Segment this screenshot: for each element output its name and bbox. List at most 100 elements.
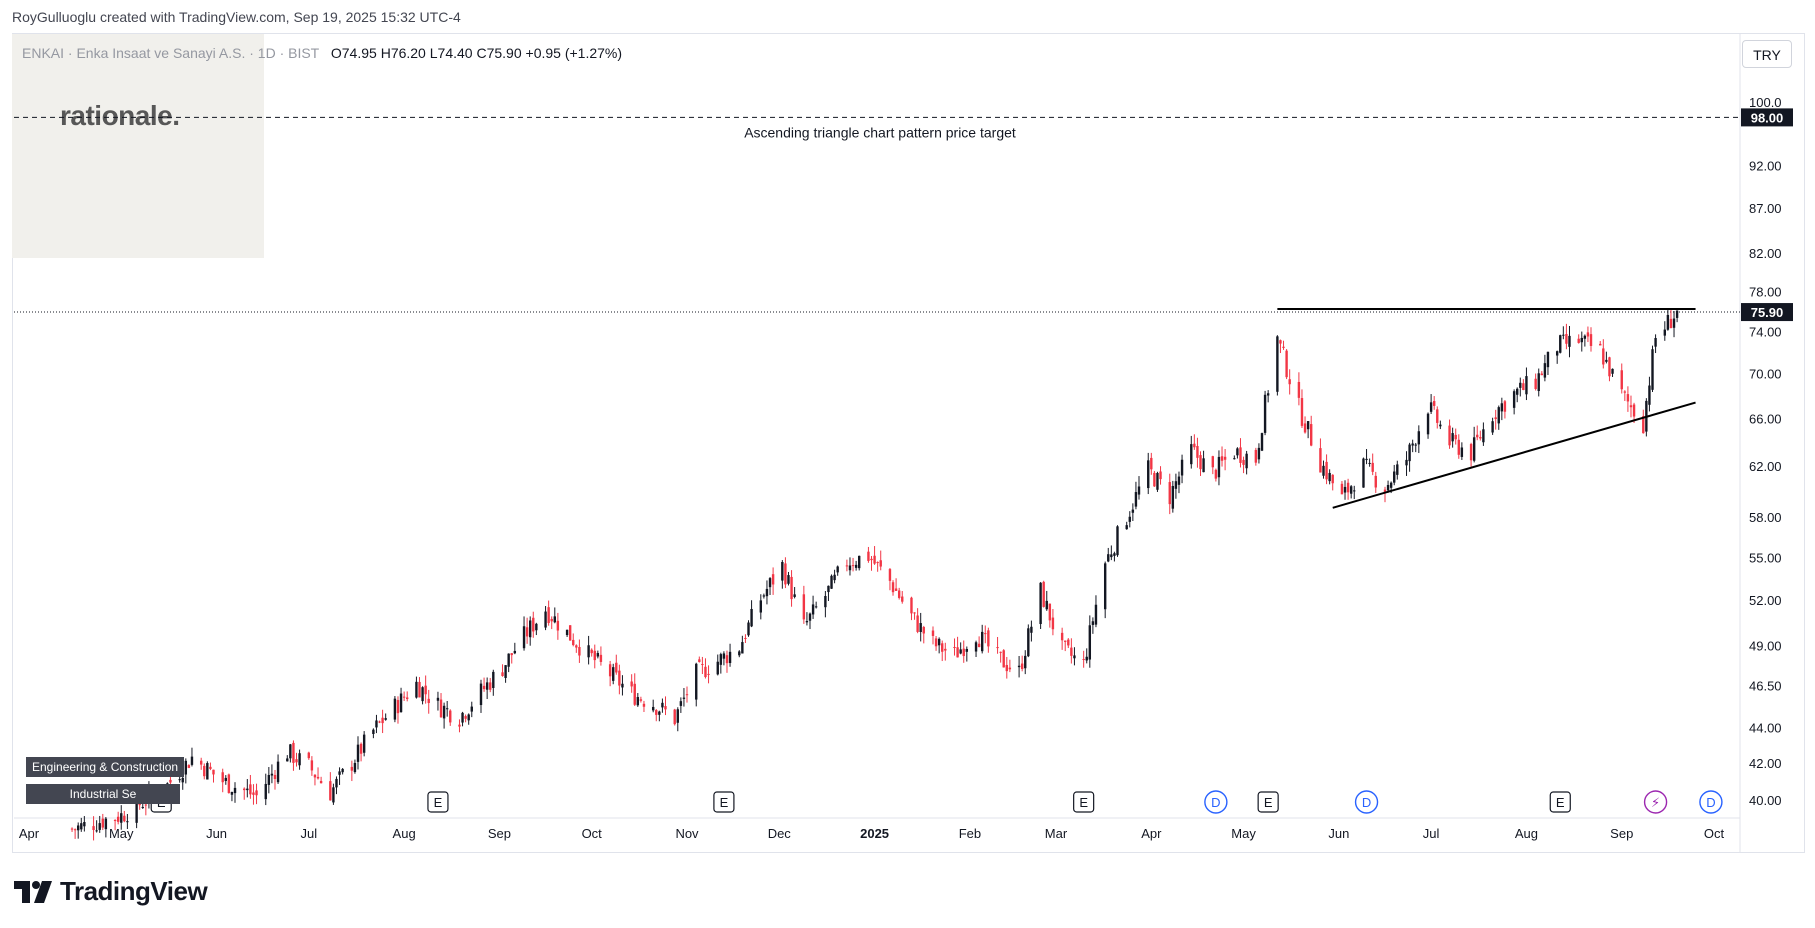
candle-body bbox=[230, 791, 234, 795]
candle-body bbox=[959, 649, 962, 654]
candle-body bbox=[977, 643, 981, 648]
dividend-marker[interactable] bbox=[1699, 790, 1723, 814]
x-tick-label: Sep bbox=[488, 826, 511, 841]
candle-body bbox=[393, 698, 397, 720]
candle-body bbox=[876, 562, 879, 564]
candle-body bbox=[479, 683, 483, 706]
support-trendline[interactable] bbox=[1332, 401, 1696, 509]
candle-body bbox=[814, 606, 818, 608]
candle-body bbox=[178, 779, 181, 781]
x-tick-label: Aug bbox=[1515, 826, 1538, 841]
candle-body bbox=[750, 608, 753, 627]
candle-body bbox=[1663, 329, 1667, 336]
candle-body bbox=[350, 766, 354, 771]
ohlc-open: O74.95 bbox=[330, 45, 377, 61]
candle-body bbox=[255, 790, 258, 796]
candle-body bbox=[962, 648, 965, 657]
earnings-marker[interactable] bbox=[1549, 791, 1571, 813]
tradingview-logo[interactable]: TradingView bbox=[14, 876, 208, 907]
candle-body bbox=[1543, 363, 1547, 378]
dividend-marker[interactable] bbox=[1354, 790, 1379, 814]
candle-body bbox=[458, 724, 461, 727]
candle-body bbox=[1260, 433, 1264, 451]
candle-body bbox=[965, 648, 969, 652]
candle-body bbox=[980, 631, 984, 652]
candle-body bbox=[1436, 409, 1439, 423]
tradingview-logo-icon bbox=[14, 880, 52, 903]
ohlc-close: C75.90 bbox=[476, 45, 522, 61]
candle-body bbox=[1159, 471, 1162, 480]
candle-body bbox=[135, 796, 138, 823]
candle-body bbox=[1602, 348, 1605, 365]
earnings-marker[interactable] bbox=[427, 791, 449, 813]
candle-body bbox=[418, 681, 421, 698]
candle-body bbox=[1048, 603, 1052, 621]
candle-body bbox=[984, 633, 987, 635]
candle-body bbox=[639, 699, 643, 701]
candle-body bbox=[919, 623, 922, 633]
candle-body bbox=[854, 564, 858, 568]
candle-body bbox=[553, 616, 556, 623]
candle-body bbox=[525, 627, 529, 637]
candle-body bbox=[1214, 469, 1218, 479]
currency-button[interactable]: TRY bbox=[1742, 40, 1792, 68]
y-tick-label: 58.00 bbox=[1749, 510, 1782, 525]
candle-body bbox=[270, 773, 274, 776]
candle-body bbox=[1008, 667, 1012, 670]
candle-body bbox=[762, 595, 766, 597]
candle-body bbox=[833, 574, 836, 581]
dividend-marker[interactable] bbox=[1204, 790, 1228, 814]
candle-body bbox=[289, 744, 292, 759]
candle-body bbox=[941, 643, 944, 652]
candle-body bbox=[1669, 318, 1673, 329]
candle-body bbox=[1546, 351, 1550, 368]
sector-tag-industry[interactable]: Engineering & Construction bbox=[26, 757, 185, 777]
y-tick-label: 74.00 bbox=[1749, 324, 1782, 339]
candle-body bbox=[1525, 376, 1528, 395]
earnings-marker[interactable] bbox=[713, 791, 735, 813]
candle-body bbox=[316, 776, 320, 779]
split-marker[interactable] bbox=[1643, 790, 1668, 814]
split-marker-label: ⚡ bbox=[1651, 796, 1660, 811]
earnings-marker[interactable] bbox=[1257, 791, 1279, 813]
candle-body bbox=[126, 821, 129, 823]
y-tick-label: 78.00 bbox=[1749, 284, 1782, 299]
candle-body bbox=[1005, 664, 1008, 672]
candle-body bbox=[956, 647, 959, 658]
x-tick-label: Jul bbox=[1423, 826, 1440, 841]
candle-body bbox=[1242, 459, 1245, 465]
candle-body bbox=[913, 612, 916, 614]
sector-tag-sector[interactable]: Industrial Se bbox=[26, 784, 180, 804]
candle-body bbox=[439, 699, 443, 718]
y-tick-label: 49.00 bbox=[1749, 638, 1782, 653]
candle-body bbox=[848, 565, 852, 571]
symbol-name[interactable]: ENKAI · Enka Insaat ve Sanayi A.S. · 1D … bbox=[22, 45, 319, 61]
earnings-marker[interactable] bbox=[1073, 791, 1095, 813]
candle-body bbox=[1147, 460, 1150, 489]
candle-body bbox=[513, 650, 517, 654]
chart-attribution: RoyGulluoglu created with TradingView.co… bbox=[12, 9, 461, 25]
candle-body bbox=[98, 823, 101, 830]
x-tick-label: Sep bbox=[1610, 826, 1633, 841]
candle-body bbox=[1051, 617, 1055, 630]
candle-body bbox=[267, 774, 271, 785]
y-tick-label: 44.00 bbox=[1749, 720, 1782, 735]
last-price-badge bbox=[1741, 303, 1793, 322]
candle-body bbox=[1171, 485, 1175, 509]
candle-body bbox=[615, 662, 618, 673]
candle-body bbox=[1027, 628, 1030, 657]
candle-body bbox=[70, 828, 74, 830]
candle-body bbox=[1113, 553, 1116, 556]
x-tick-label: 2025 bbox=[860, 826, 889, 841]
candle-body bbox=[568, 625, 572, 641]
candle-body bbox=[1408, 444, 1411, 462]
candle-body bbox=[421, 687, 424, 702]
candle-body bbox=[1343, 486, 1347, 493]
x-tick-label: Apr bbox=[19, 826, 40, 841]
y-tick-label: 70.00 bbox=[1749, 367, 1782, 382]
candle-body bbox=[292, 742, 295, 763]
candle-body bbox=[1177, 476, 1181, 485]
candle-body bbox=[424, 685, 427, 695]
candle-body bbox=[224, 777, 227, 781]
